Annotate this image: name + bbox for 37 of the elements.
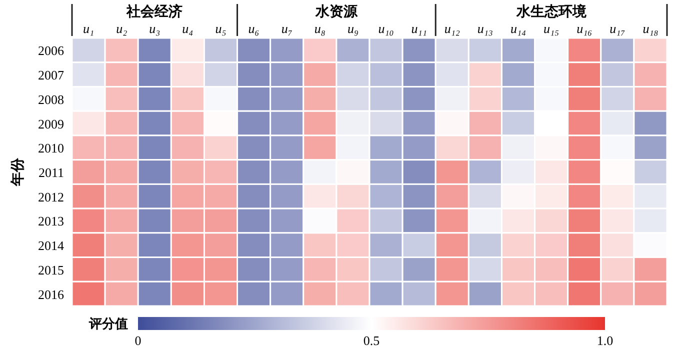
text: 社会经济 — [126, 3, 183, 20]
y-tick-label: 2008 — [38, 92, 64, 107]
x-tick-label: u₁₁ — [411, 21, 427, 36]
color-bar-label: 1.0 — [596, 333, 614, 348]
color-bar-label: 0 — [134, 333, 142, 348]
x-tick-label: u₁₂ — [444, 21, 460, 36]
x-tick-label: u₆ — [248, 21, 260, 36]
x-tick-label: u₁₀ — [378, 21, 394, 36]
color-bar-label: 0.5 — [363, 333, 380, 348]
y-tick-label: 2009 — [38, 116, 64, 132]
x-tick-label: u₉ — [347, 21, 358, 36]
x-tick-label: u₁₃ — [477, 21, 493, 36]
y-axis-title: 年份 — [10, 157, 26, 187]
y-tick-label: 2013 — [38, 214, 64, 229]
x-tick-label: u₅ — [215, 21, 226, 36]
y-tick-label: 2012 — [38, 189, 64, 204]
y-tick-label: 2015 — [38, 262, 64, 278]
text: 水资源 — [314, 4, 358, 20]
x-tick-label: u₁₆ — [576, 21, 592, 36]
x-tick-label: u₁₈ — [642, 21, 659, 36]
y-tick-label: 2010 — [38, 140, 64, 156]
color-bar-title: 评分值 — [88, 316, 128, 331]
y-tick-label: 2016 — [38, 286, 64, 302]
x-tick-label: u₁₇ — [610, 21, 626, 36]
y-tick-label: 2014 — [38, 238, 64, 254]
x-tick-label: u₁₅ — [544, 21, 560, 36]
y-tick-label: 2006 — [38, 43, 64, 58]
x-tick-label: u₁₄ — [510, 21, 526, 36]
text: 水生态环境 — [515, 3, 588, 20]
x-tick-label: u₈ — [314, 21, 326, 36]
x-tick-label: u₇ — [281, 21, 293, 36]
x-tick-label: u₄ — [182, 21, 194, 36]
x-tick-label: u₃ — [149, 21, 160, 36]
y-tick-label: 2011 — [38, 165, 64, 180]
y-tick-label: 2007 — [38, 68, 64, 83]
x-tick-label: u₁ — [83, 21, 94, 36]
x-tick-label: u₂ — [116, 21, 128, 36]
